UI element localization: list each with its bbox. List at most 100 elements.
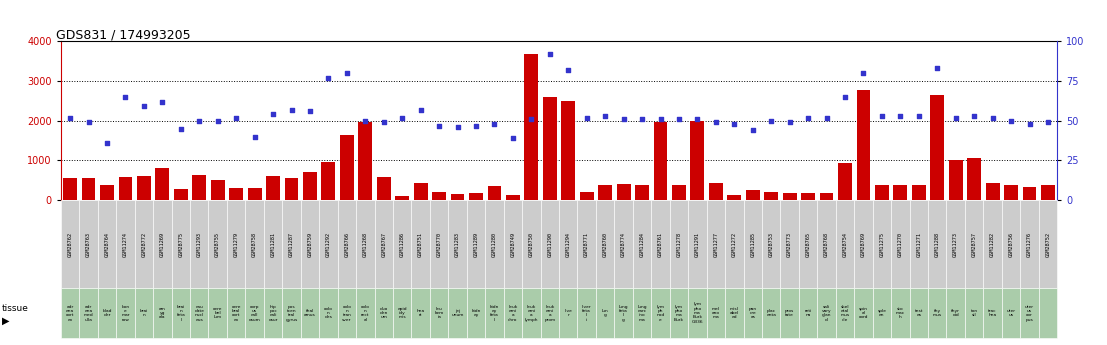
Bar: [746, 190, 759, 200]
Point: [670, 116, 687, 122]
Text: GSM11284: GSM11284: [640, 231, 644, 257]
Text: jej
unum: jej unum: [452, 309, 464, 317]
Point: [116, 94, 134, 100]
Bar: [506, 195, 520, 200]
Point: [190, 118, 208, 124]
Point: [929, 66, 946, 71]
Bar: [968, 158, 981, 200]
Text: colo
n
des: colo n des: [324, 307, 333, 319]
Text: GSM11278: GSM11278: [676, 231, 682, 257]
Text: trac
hea: trac hea: [989, 309, 997, 317]
Text: GSM28771: GSM28771: [584, 231, 589, 257]
Point: [707, 120, 725, 125]
Text: GSM11283: GSM11283: [455, 231, 461, 257]
Text: thal
amus: thal amus: [304, 309, 315, 317]
Text: GSM28759: GSM28759: [308, 231, 312, 257]
Bar: [395, 196, 410, 200]
Text: epid
idy
mis: epid idy mis: [397, 307, 407, 319]
Text: GSM11289: GSM11289: [474, 231, 478, 257]
Point: [818, 115, 836, 120]
Text: leuk
emi
a
lymph: leuk emi a lymph: [525, 305, 538, 322]
Text: GSM11280: GSM11280: [492, 231, 497, 257]
Point: [154, 99, 172, 105]
Point: [265, 112, 282, 117]
Bar: [284, 178, 299, 200]
Text: leuk
emi
a
prom: leuk emi a prom: [545, 305, 556, 322]
Bar: [598, 185, 612, 200]
Point: [689, 116, 706, 122]
Bar: [63, 178, 77, 200]
Point: [578, 115, 596, 120]
Point: [1002, 118, 1020, 124]
Point: [99, 140, 116, 146]
Point: [246, 134, 263, 139]
Bar: [451, 194, 465, 200]
Text: am
yg
ala: am yg ala: [159, 307, 166, 319]
Text: sali
vary
glan
d: sali vary glan d: [821, 305, 831, 322]
Bar: [303, 172, 317, 200]
Text: GSM28749: GSM28749: [510, 231, 516, 257]
Text: GSM28755: GSM28755: [215, 231, 220, 257]
Text: lun
g: lun g: [602, 309, 609, 317]
Text: skel
etal
mus
cle: skel etal mus cle: [840, 305, 849, 322]
Text: GSM28773: GSM28773: [787, 231, 793, 257]
Bar: [321, 162, 335, 200]
Text: GSM28774: GSM28774: [621, 231, 627, 257]
Point: [1021, 121, 1038, 127]
Point: [614, 116, 632, 122]
Point: [80, 120, 97, 125]
Text: thyr
oid: thyr oid: [951, 309, 960, 317]
Point: [431, 123, 448, 128]
Text: lym
pho
ma
Burk: lym pho ma Burk: [674, 305, 684, 322]
Bar: [376, 177, 391, 200]
Text: brai
n
feta
l: brai n feta l: [176, 305, 185, 322]
Bar: [857, 90, 870, 200]
Text: GSM11274: GSM11274: [123, 231, 128, 257]
Text: hip
poc
cali
osur: hip poc cali osur: [268, 305, 278, 322]
Point: [652, 116, 670, 122]
Bar: [838, 163, 852, 200]
Text: GSM28761: GSM28761: [658, 231, 663, 257]
Text: GSM28772: GSM28772: [142, 231, 146, 257]
Bar: [727, 195, 742, 200]
Bar: [82, 178, 95, 200]
Bar: [118, 177, 133, 200]
Bar: [248, 188, 261, 200]
Text: GSM28752: GSM28752: [1045, 231, 1051, 257]
Bar: [542, 97, 557, 200]
Point: [320, 75, 338, 81]
Text: uter
us: uter us: [1006, 309, 1015, 317]
Text: colo
n
rect
al: colo n rect al: [361, 305, 370, 322]
Text: ▶: ▶: [2, 316, 10, 326]
Text: GSM11270: GSM11270: [898, 231, 903, 257]
Point: [467, 123, 485, 128]
Bar: [487, 186, 501, 200]
Text: lung
carc
ino
ma: lung carc ino ma: [638, 305, 646, 322]
Bar: [525, 54, 538, 200]
Bar: [193, 175, 206, 200]
Text: GSM11290: GSM11290: [547, 231, 552, 257]
Point: [744, 128, 762, 133]
Text: corp
us
call
osum: corp us call osum: [249, 305, 260, 322]
Text: GDS831 / 174993205: GDS831 / 174993205: [55, 28, 190, 41]
Text: GSM11282: GSM11282: [990, 231, 995, 257]
Text: adr
ena
med
ulla: adr ena med ulla: [84, 305, 93, 322]
Text: GSM28762: GSM28762: [68, 231, 73, 257]
Point: [873, 113, 891, 119]
Bar: [1023, 187, 1036, 200]
Bar: [340, 135, 354, 200]
Text: GSM11287: GSM11287: [289, 231, 294, 257]
Point: [448, 124, 466, 130]
Text: GSM11272: GSM11272: [732, 231, 737, 257]
Text: GSM28764: GSM28764: [104, 231, 110, 257]
Point: [725, 121, 743, 127]
Point: [338, 70, 355, 76]
Point: [227, 115, 245, 120]
Text: GSM28751: GSM28751: [418, 231, 423, 257]
Point: [763, 118, 780, 124]
Text: GSM11277: GSM11277: [713, 231, 718, 257]
Bar: [708, 184, 723, 200]
Text: thy
mus: thy mus: [933, 309, 942, 317]
Point: [836, 94, 853, 100]
Point: [301, 108, 319, 114]
